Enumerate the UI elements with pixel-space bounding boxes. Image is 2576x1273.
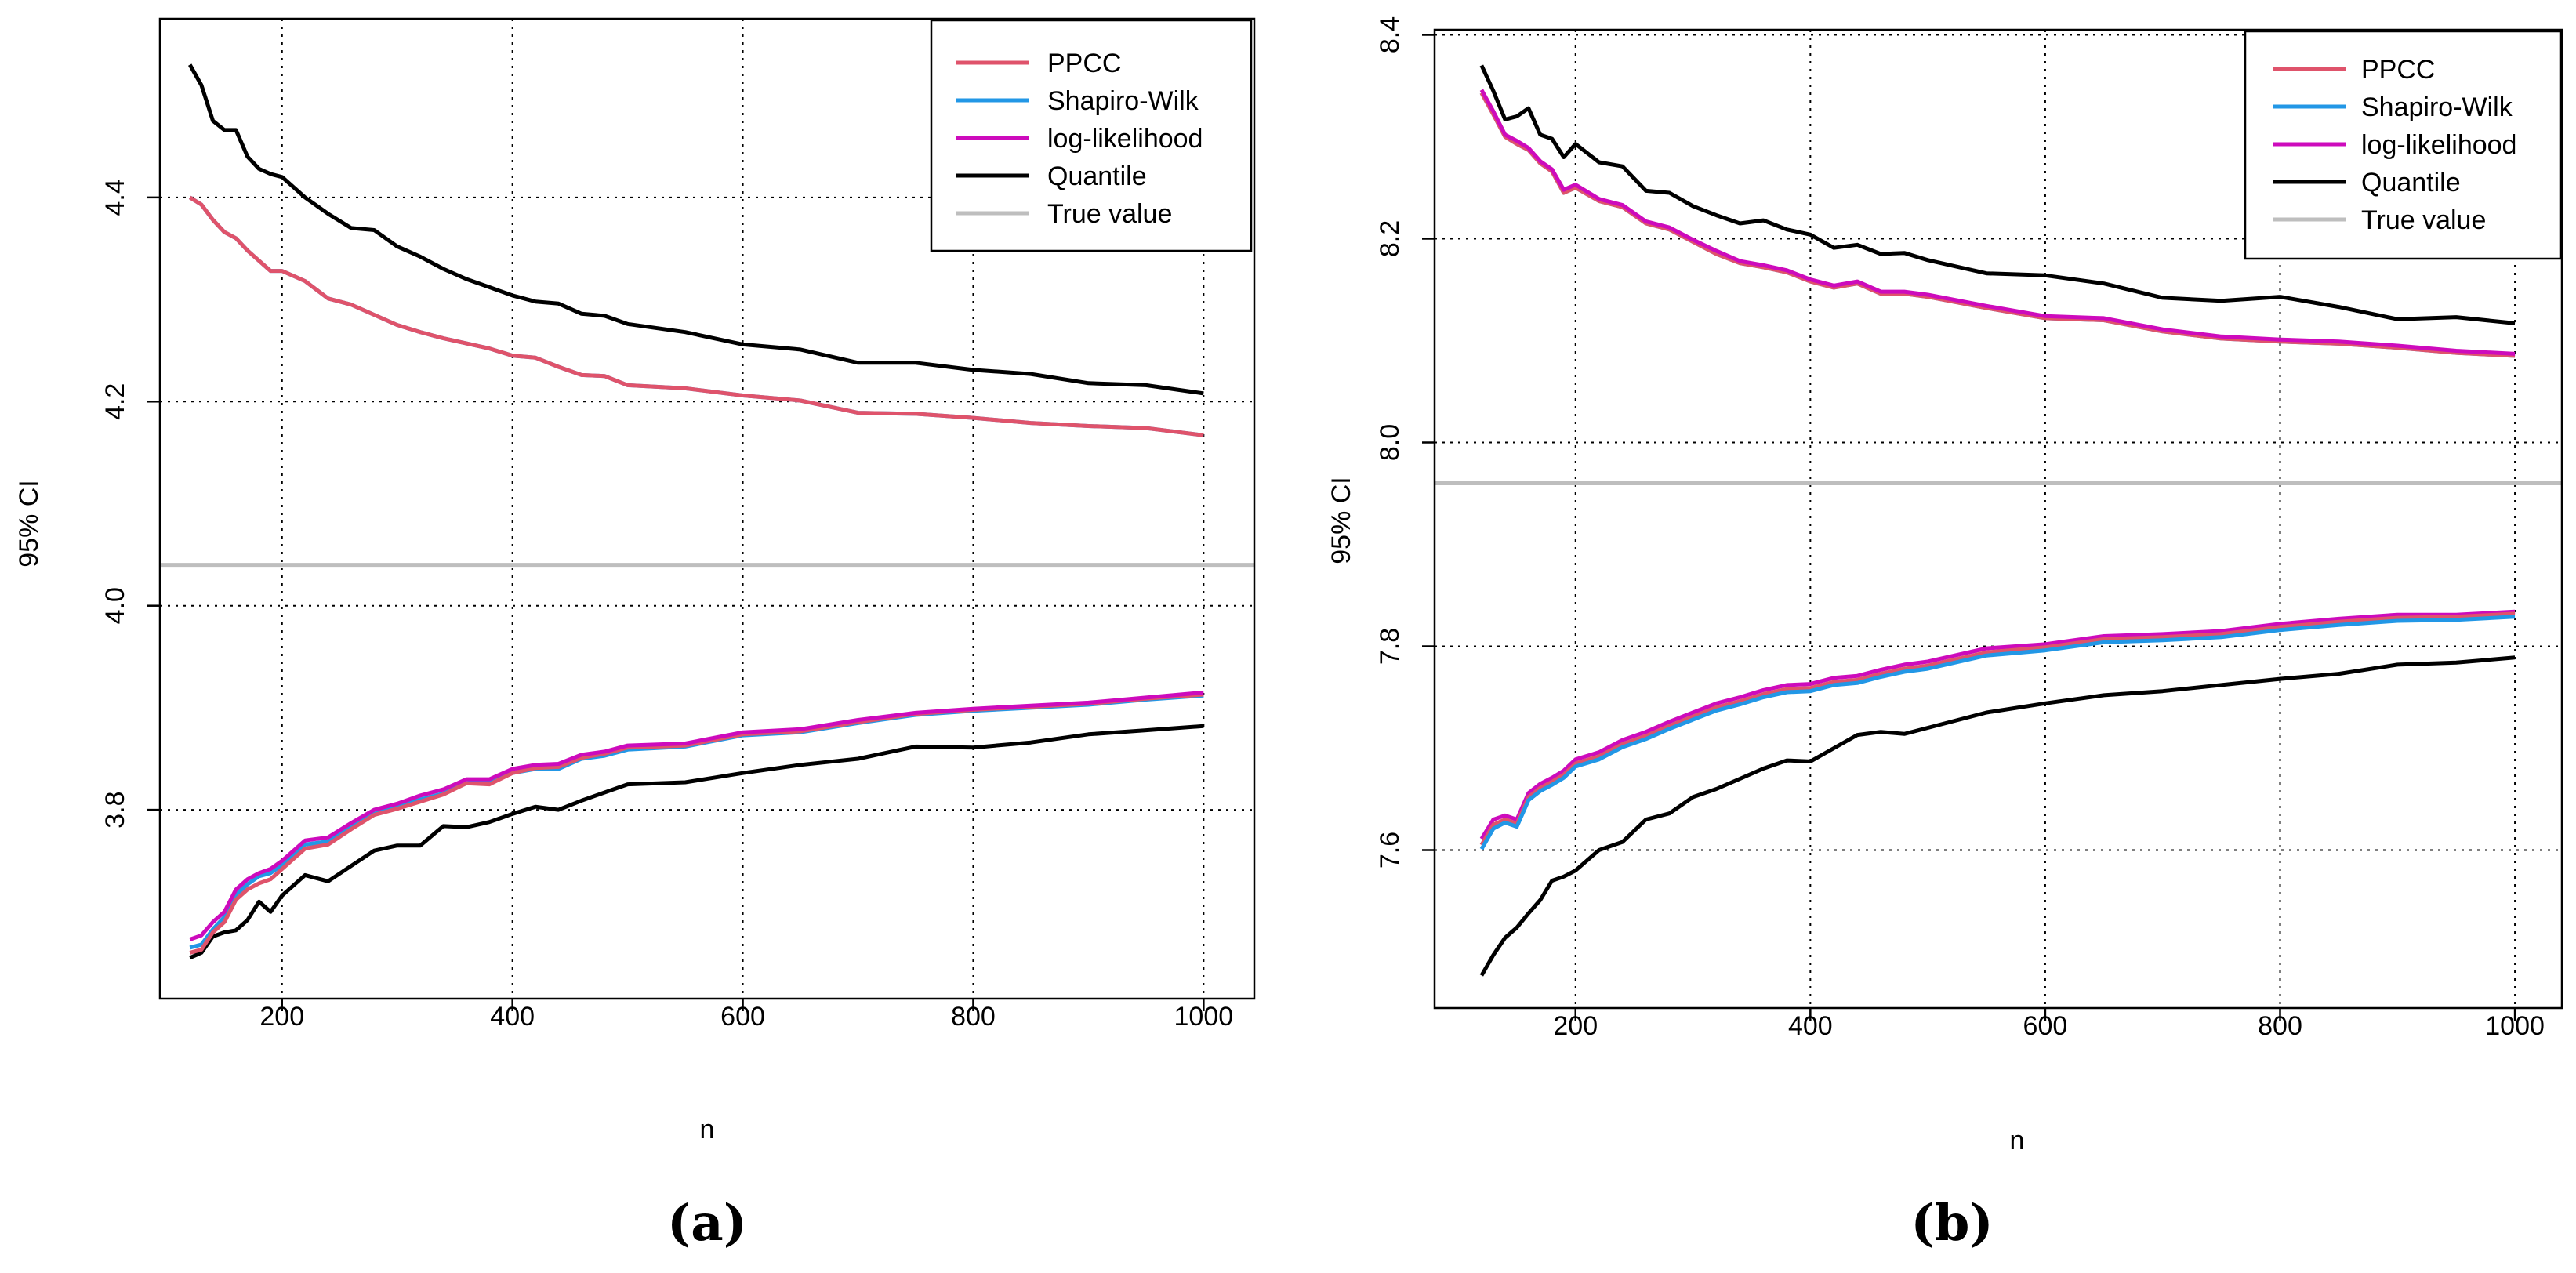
panel-a-line-quantile-upper [188,63,1204,396]
panel-b-legend-label-quantile: Quantile [2361,168,2461,198]
panel-a-legend-label-shapiro-wilk: Shapiro-Wilk [1047,86,1199,116]
panel-b-line-quantile-lower [1479,655,2516,977]
panel-a-x-tick-label-600: 600 [720,1002,765,1032]
panel-a-y-axis-title: 95% CI [14,480,44,568]
panel-a-series [188,63,1204,960]
panel-b-x-tick-label-600: 600 [2023,1011,2068,1041]
panel-b-y-tick-label-8-2: 8.2 [1375,220,1405,257]
panel-b-legend: PPCC Shapiro-Wilk log-likelihood Quantil… [2244,30,2562,260]
panel-b-series [1479,64,2516,977]
panel-a-line-log-likelihood-lower [189,690,1204,941]
panel-b-x-tick-label-200: 200 [1553,1011,1598,1041]
panel-b-line-shapiro-wilk-lower [1479,615,2516,850]
panel-a-y-tick-label-4-2: 4.2 [100,383,130,420]
panel-b-x-tick-label-800: 800 [2258,1011,2302,1041]
panel-b-x-tick-label-400: 400 [1788,1011,1833,1041]
panel-a-legend-box [930,19,1253,252]
panel-a-x-tick-label-1000: 1000 [1174,1002,1234,1032]
panel-a-line-quantile-lower [189,724,1204,960]
panel-a-plot-frame [158,17,1256,1000]
panel-b-y-tick-label-7-6: 7.6 [1375,832,1405,869]
panel-a-x-tick-label-200: 200 [259,1002,304,1032]
panel-b: 200 400 600 800 1000 7.6 7.8 8.0 8.2 8.4 n 95% C… [1326,16,2563,1253]
panel-b-grid [1435,30,2562,1008]
panel-b-plot-frame [1433,28,2563,1010]
panel-b-line-quantile-upper [1479,64,2516,325]
panel-b-x-axis-title: n [2010,1126,2025,1155]
panel-a-legend-label-true-value: True value [1047,199,1172,229]
panel-a-legend-label-quantile: Quantile [1047,161,1147,191]
panel-a-legend-label-log-likelihood: log-likelihood [1047,124,1203,154]
panel-b-legend-label-shapiro-wilk: Shapiro-Wilk [2361,92,2513,122]
panel-a-y-tick-label-3-8: 3.8 [100,791,130,828]
panel-b-legend-label-log-likelihood: log-likelihood [2361,130,2516,160]
panel-a-caption: (a) [667,1194,747,1253]
panel-b-x-tick-label-1000: 1000 [2485,1011,2545,1041]
panel-a-legend-label-ppcc: PPCC [1047,49,1121,78]
panel-a-legend: PPCC Shapiro-Wilk log-likelihood Quantil… [930,19,1253,252]
panel-a-grid [160,19,1254,999]
panel-a-x-tick-label-800: 800 [951,1002,996,1032]
panel-b-y-axis-title: 95% CI [1326,477,1356,564]
panel-b-y-axis: 7.6 7.8 8.0 8.2 8.4 [1375,16,1435,869]
panel-b-line-log-likelihood-upper [1479,89,2516,356]
panel-a-y-tick-label-4-4: 4.4 [100,179,130,216]
panel-a-x-axis-title: n [700,1115,715,1144]
panel-b-line-ppcc-lower [1479,611,2516,847]
panel-b-line-log-likelihood-lower [1479,609,2516,840]
panel-a: 200 400 600 800 1000 3.8 4.0 4.2 4.4 n 95% CI P… [14,17,1256,1253]
panel-b-y-tick-label-8: 8.0 [1375,424,1405,461]
panel-a-line-shapiro-wilk-lower [189,693,1204,950]
panel-b-caption: (b) [1910,1194,1993,1253]
panel-a-y-axis: 3.8 4.0 4.2 4.4 [100,179,160,829]
panel-b-legend-label-ppcc: PPCC [2361,55,2435,85]
panel-a-x-axis: 200 400 600 800 1000 [259,999,1233,1032]
panel-b-x-axis: 200 400 600 800 1000 [1553,1008,2545,1041]
panel-a-y-tick-label-4: 4.0 [100,587,130,624]
panel-a-line-ppcc-lower [189,692,1204,955]
panel-b-legend-label-true-value: True value [2361,205,2486,235]
panel-a-line-ppcc-upper [188,195,1204,437]
panel-b-y-tick-label-8-4: 8.4 [1375,16,1405,53]
panel-b-y-tick-label-7-8: 7.8 [1375,628,1405,665]
panel-a-x-tick-label-400: 400 [490,1002,535,1032]
